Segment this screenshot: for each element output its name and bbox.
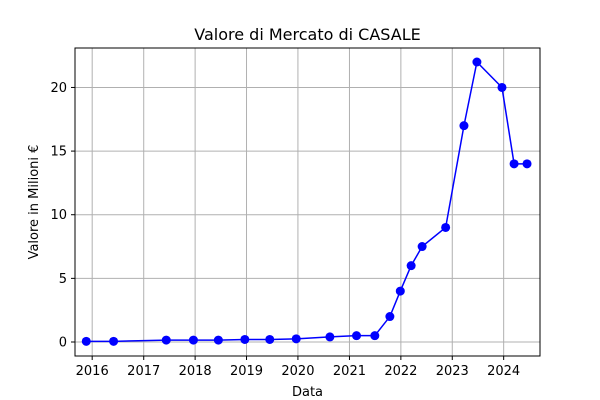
data-point [441, 222, 451, 232]
x-axis-label: Data [292, 385, 323, 400]
data-point [417, 242, 427, 252]
x-tick-label: 2020 [281, 364, 314, 379]
y-tick-label: 5 [59, 272, 67, 287]
data-point [497, 82, 507, 92]
y-tick-label: 20 [50, 81, 67, 96]
x-tick-label: 2021 [333, 364, 366, 379]
data-point [406, 261, 416, 271]
data-point [188, 335, 198, 345]
x-tick-label: 2024 [487, 364, 520, 379]
data-point [370, 331, 380, 341]
data-point [213, 335, 223, 345]
data-point [265, 334, 275, 344]
x-tick-label: 2018 [179, 364, 212, 379]
y-tick-label: 10 [50, 208, 67, 223]
data-point [352, 331, 362, 341]
plot-frame [74, 47, 541, 357]
data-point [81, 336, 91, 346]
data-point [109, 336, 119, 346]
y-tick-label: 15 [50, 145, 67, 160]
ticks: 2016 2017 2018 2019 2020 2021 2022 2023 2024 0 5 10… [50, 81, 520, 379]
data-point [395, 286, 405, 296]
data-point [459, 121, 469, 131]
x-tick-label: 2017 [127, 364, 160, 379]
data-point [472, 57, 482, 67]
data-point [385, 312, 395, 322]
data-point [240, 334, 250, 344]
y-axis-label: Valore in Milioni € [27, 145, 42, 260]
data-point [509, 159, 519, 169]
data-point [325, 332, 335, 342]
x-tick-label: 2019 [230, 364, 263, 379]
x-tick-label: 2022 [384, 364, 417, 379]
y-tick-label: 0 [59, 336, 67, 351]
x-tick-label: 2016 [76, 364, 109, 379]
series-layer [81, 57, 532, 346]
x-tick-label: 2023 [436, 364, 469, 379]
data-point [161, 335, 171, 345]
data-point [291, 334, 301, 344]
chart-title: Valore di Mercato di CASALE [194, 25, 420, 44]
data-point [522, 159, 532, 169]
